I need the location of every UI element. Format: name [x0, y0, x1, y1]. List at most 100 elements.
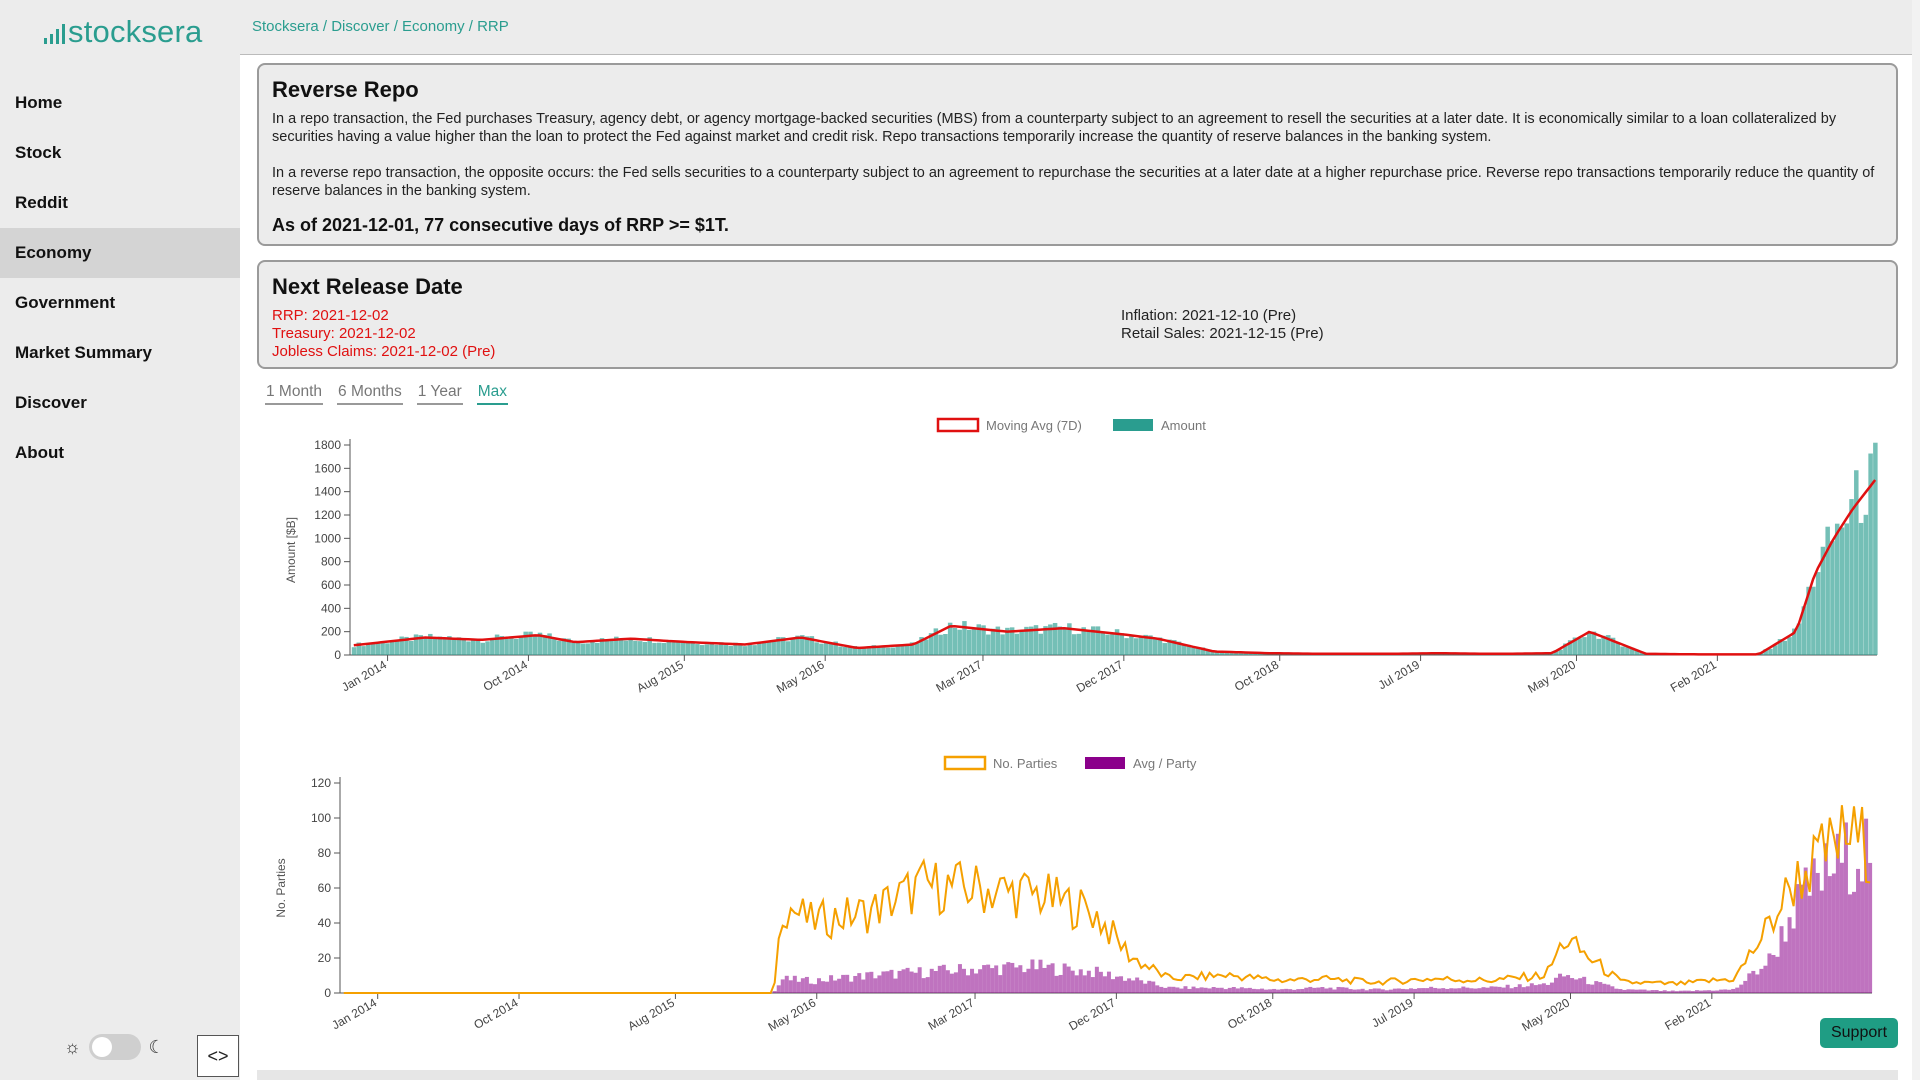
avg-per-party-bar: [1388, 989, 1393, 993]
amount-bar: [1586, 633, 1592, 655]
parties-chart[interactable]: No. Parties Avg / Party 0 20 40 60 80 100 120 No.…: [257, 745, 1898, 1045]
sidebar-item-government[interactable]: Government: [15, 293, 116, 312]
logo[interactable]: stocksera: [44, 14, 202, 50]
y-tick-label: 1000: [314, 531, 341, 545]
amount-bar: [718, 642, 724, 655]
amount-bar: [437, 636, 443, 655]
bottom-strip: [257, 1070, 1898, 1080]
avg-per-party-bar: [1002, 964, 1007, 993]
sidebar-item-home[interactable]: Home: [15, 93, 63, 112]
switch-knob: [91, 1037, 112, 1057]
amount-bar: [919, 637, 924, 655]
sidebar-item-about[interactable]: About: [15, 443, 65, 462]
avg-per-party-bar: [1775, 956, 1780, 993]
avg-per-party-bar: [1054, 975, 1059, 993]
avg-per-party-bar: [1191, 986, 1196, 993]
avg-per-party-bar: [966, 975, 971, 993]
amount-bar: [423, 637, 428, 655]
avg-per-party-bar: [1062, 963, 1067, 993]
amount-bar: [814, 642, 819, 655]
avg-per-party-bar: [998, 975, 1003, 993]
avg-per-party-bar: [1368, 989, 1373, 993]
avg-per-party-bar: [1719, 989, 1724, 993]
avg-per-party-bar: [808, 983, 813, 993]
avg-per-party-bar: [1288, 989, 1293, 993]
avg-per-party-bar: [933, 970, 938, 993]
avg-per-party-bar: [1481, 987, 1486, 993]
amount-bar: [351, 647, 357, 655]
sidebar-item-economy[interactable]: Economy: [0, 228, 240, 278]
avg-per-party-bar: [1400, 988, 1405, 993]
tab-6-months[interactable]: 6 Months: [337, 383, 403, 405]
rrp-amount-chart[interactable]: Moving Avg (7D) Amount 0 200 400 600 800 1000 12…: [257, 405, 1898, 725]
avg-per-party-bar: [1602, 983, 1607, 993]
avg-per-party-bar: [1711, 990, 1716, 993]
avg-per-party-bar: [1847, 894, 1852, 993]
avg-per-party-bar: [1574, 979, 1579, 993]
amount-bar: [1234, 652, 1239, 655]
amount-bar: [1009, 627, 1015, 655]
avg-per-party-bar: [909, 971, 914, 993]
x-tick-label: Feb 2021: [1662, 995, 1713, 1033]
code-toggle-button[interactable]: <>: [197, 1035, 239, 1077]
avg-per-party-bar: [1445, 988, 1450, 993]
amount-bar: [924, 639, 929, 655]
amount-bar: [1634, 649, 1640, 655]
amount-bar: [1772, 645, 1778, 655]
sidebar-item-stock[interactable]: Stock: [15, 143, 62, 162]
amount-bar: [580, 643, 586, 655]
theme-switch[interactable]: [88, 1034, 141, 1060]
amount-bar: [1629, 647, 1635, 655]
avg-per-party-bar: [1755, 974, 1760, 993]
amount-bar: [1100, 631, 1106, 655]
avg-per-party-bar: [1211, 987, 1216, 993]
amount-bar: [404, 636, 409, 655]
avg-per-party-bar: [1690, 991, 1695, 993]
avg-per-party-bar: [1457, 988, 1462, 993]
breadcrumb[interactable]: Stocksera / Discover / Economy / RRP: [252, 18, 509, 35]
sidebar-item-reddit[interactable]: Reddit: [15, 193, 68, 212]
avg-per-party-bar: [1171, 986, 1176, 993]
sidebar-item-market-summary[interactable]: Market Summary: [15, 343, 153, 362]
avg-per-party-bar: [1106, 971, 1111, 993]
legend-label: Amount: [1161, 418, 1206, 433]
avg-per-party-bar: [804, 976, 809, 993]
avg-per-party-bar: [1562, 976, 1567, 993]
avg-per-party-bar: [1336, 986, 1341, 993]
avg-per-party-bar: [961, 968, 966, 993]
amount-bar: [432, 637, 438, 655]
sidebar-item-discover[interactable]: Discover: [15, 393, 87, 412]
avg-per-party-bar: [1034, 969, 1039, 993]
theme-toggle[interactable]: ☼ ☾: [64, 1034, 165, 1060]
tab-1-month[interactable]: 1 Month: [265, 383, 324, 405]
avg-per-party-bar: [1328, 987, 1333, 993]
avg-per-party-bar: [1259, 988, 1264, 993]
x-tick-label: Jul 2019: [1376, 657, 1423, 692]
support-button[interactable]: Support: [1820, 1018, 1898, 1048]
avg-per-party-bar: [1799, 884, 1804, 993]
y-tick-label: 80: [318, 846, 332, 860]
page-scrollbar[interactable]: [1912, 0, 1920, 1080]
avg-per-party-bar: [1147, 980, 1152, 993]
avg-per-party-bar: [1485, 987, 1490, 993]
avg-per-party-bar: [1110, 979, 1115, 993]
legend-swatch: [1085, 757, 1125, 769]
tab-1-year[interactable]: 1 Year: [416, 383, 463, 405]
avg-per-party-bar: [1050, 963, 1055, 993]
amount-bar: [628, 639, 633, 655]
avg-per-party-bar: [1090, 977, 1095, 993]
tab-max[interactable]: Max: [476, 383, 509, 405]
avg-per-party-bar: [1159, 986, 1164, 993]
amount-bar: [666, 639, 672, 655]
amount-bar: [475, 639, 481, 655]
avg-per-party-bar: [1570, 978, 1575, 993]
moon-icon: ☾: [148, 1036, 165, 1057]
amount-bar: [647, 637, 652, 655]
amount-bar: [1090, 626, 1096, 655]
amount-bar: [847, 646, 853, 655]
avg-per-party-bar: [1489, 986, 1494, 993]
amount-bar: [1839, 527, 1845, 655]
avg-per-party-bar: [1558, 973, 1563, 993]
legend-swatch: [943, 755, 987, 771]
amount-bar: [1028, 626, 1034, 655]
